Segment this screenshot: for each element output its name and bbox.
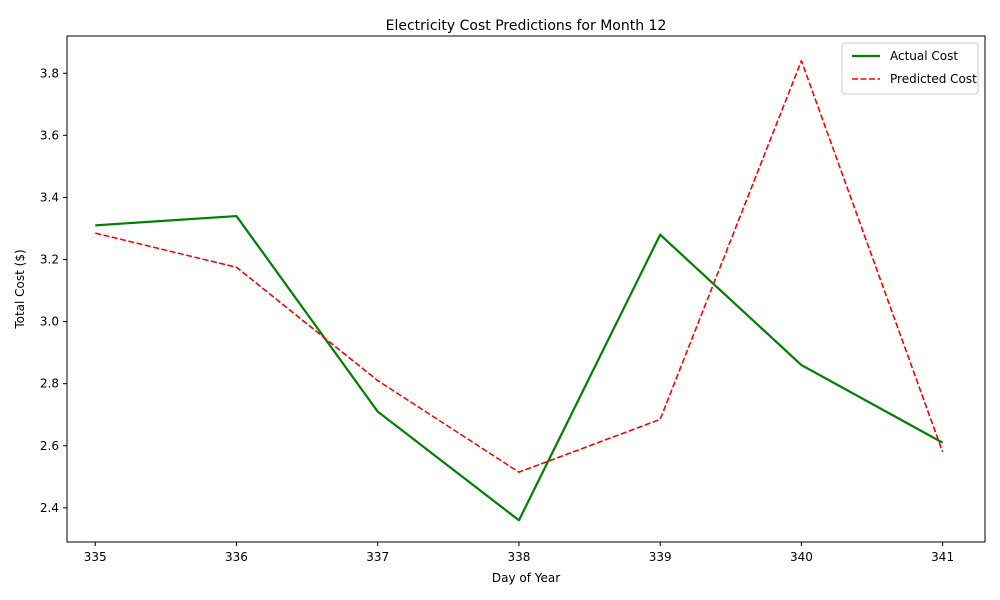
x-tick-label: 336 [225,550,248,564]
y-axis-ticks: 2.4 2.6 2.8 3.0 3.2 3.4 3.6 3.8 [40,66,67,515]
legend: Actual Cost Predicted Cost [841,42,979,95]
y-tick-label: 3.0 [40,315,59,329]
plot-frame [66,35,986,543]
y-tick-label: 3.6 [40,128,59,142]
y-tick-label: 2.6 [40,439,59,453]
x-tick-label: 335 [84,550,107,564]
y-tick-label: 3.8 [40,66,59,80]
plot-lines [95,60,944,522]
legend-label-predicted-cost: Predicted Cost [890,72,977,86]
y-tick-label: 2.4 [40,501,59,515]
x-tick-label: 340 [790,550,813,564]
y-tick-label: 3.2 [40,253,59,267]
x-axis-ticks: 335 336 337 338 339 340 341 [84,542,954,564]
x-tick-label: 337 [366,550,389,564]
series-line-predicted-cost [95,60,944,473]
x-tick-label: 339 [649,550,672,564]
y-tick-label: 2.8 [40,377,59,391]
x-tick-label: 338 [507,550,530,564]
chart-title: Electricity Cost Predictions for Month 1… [386,18,667,34]
x-tick-label: 341 [931,550,954,564]
x-axis-label: Day of Year [492,571,560,585]
y-tick-label: 3.4 [40,190,59,204]
legend-label-actual-cost: Actual Cost [890,49,958,63]
series-line-actual-cost [95,214,944,522]
y-axis-label: Total Cost ($) [13,249,27,329]
